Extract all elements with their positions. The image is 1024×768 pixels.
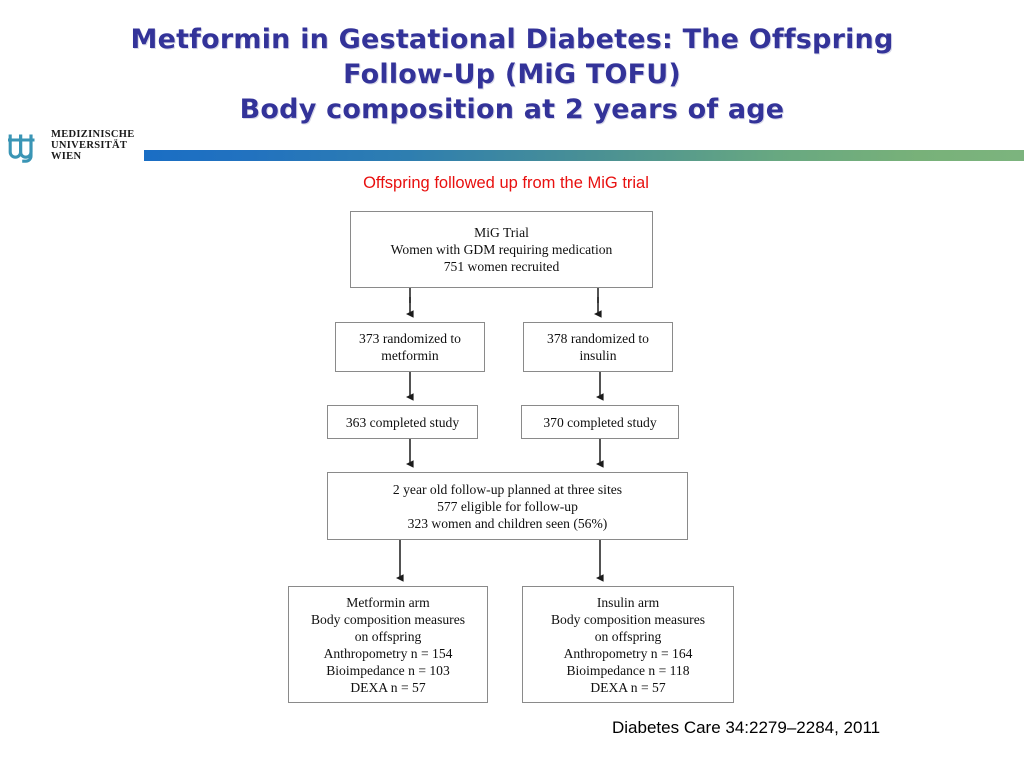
page-title-line-3: Body composition at 2 years of age [239,94,785,125]
page-title-line-2: Follow-Up (MiG TOFU) [343,59,681,90]
accent-divider-bar [144,150,1024,161]
flowchart-box-metformin-arm-line-1: Metformin arm [346,594,430,610]
flowchart-box-trial-line-1: MiG Trial [474,225,529,240]
flowchart-box-insulin-arm-line-3: on offspring [594,628,662,644]
flowchart-box-followup-line-1: 2 year old follow-up planned at three si… [392,481,623,497]
source-citation: Diabetes Care 34:2279–2284, 2011 [612,718,881,737]
university-logo: MEDIZINISCHE UNIVERSITÄT WIEN [6,128,156,166]
flowchart-box-randomized-metformin-line-1: 373 randomized to [359,331,461,346]
flowchart-box-completed-metformin-line-1: 363 completed study [345,414,460,430]
page-title: Metformin in Gestational Diabetes: The O… [60,22,964,127]
flowchart-box-randomized-metformin: 373 randomized to metformin [335,322,485,372]
flowchart-box-metformin-arm-line-4: Anthropometry n = 154 [323,645,453,661]
connector-trial-split [409,288,599,303]
medical-university-vienna-logo-icon [8,134,35,163]
flowchart-box-randomized-insulin-line-1: 378 randomized to [547,331,649,346]
wordmark-line-2: UNIVERSITÄT [51,140,128,152]
flowchart-box-trial-line-2: Women with GDM requiring medication [390,242,613,257]
flowchart-box-metformin-arm: Metformin arm Body composition measures … [288,586,488,703]
flowchart-box-trial: MiG Trial Women with GDM requiring medic… [350,211,653,288]
flowchart-box-metformin-arm-line-6: DEXA n = 57 [350,679,426,695]
flowchart-box-completed-insulin: 370 completed study [521,405,679,439]
flowchart-box-randomized-insulin-line-2: insulin [579,348,617,363]
flowchart-box-metformin-arm-line-5: Bioimpedance n = 103 [326,662,450,678]
flowchart-box-randomized-metformin-line-2: metformin [381,348,439,363]
wordmark-line-1: MEDIZINISCHE [51,129,135,140]
figure-caption: Offspring followed up from the MiG trial [363,174,649,192]
page-title-line-1: Metformin in Gestational Diabetes: The O… [130,24,894,55]
flowchart-box-insulin-arm-line-2: Body composition measures [550,611,706,627]
flowchart-box-completed-metformin: 363 completed study [327,405,478,439]
flowchart-box-followup-line-2: 577 eligible for follow-up [437,498,578,514]
flowchart-box-followup-line-3: 323 women and children seen (56%) [407,515,608,531]
flowchart-box-insulin-arm-line-4: Anthropometry n = 164 [563,645,693,661]
flowchart-box-insulin-arm-line-5: Bioimpedance n = 118 [566,662,690,678]
flowchart-box-metformin-arm-line-3: on offspring [354,628,422,644]
university-wordmark: MEDIZINISCHE UNIVERSITÄT WIEN [51,129,135,163]
wordmark-line-3: WIEN [51,151,82,163]
flowchart-box-insulin-arm: Insulin arm Body composition measures on… [522,586,734,703]
flowchart-box-insulin-arm-line-1: Insulin arm [596,594,660,610]
flowchart-box-metformin-arm-line-2: Body composition measures [310,611,466,627]
flowchart-box-followup: 2 year old follow-up planned at three si… [327,472,688,540]
flowchart-box-randomized-insulin: 378 randomized to insulin [523,322,673,372]
flowchart-box-trial-line-3: 751 women recruited [443,259,560,274]
flowchart-box-completed-insulin-line-1: 370 completed study [543,414,657,430]
flowchart-box-insulin-arm-line-6: DEXA n = 57 [590,679,666,695]
